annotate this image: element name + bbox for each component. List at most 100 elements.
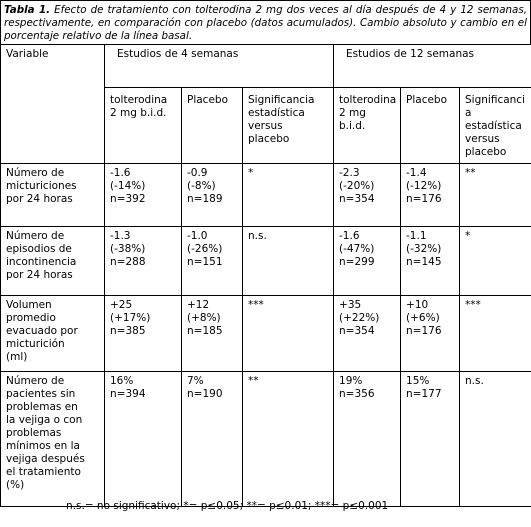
cell-line: promedio (6, 312, 56, 324)
caption-label: Tabla 1. (4, 4, 51, 16)
data-cell: ** (241, 371, 335, 507)
data-cell: +35 (+22%) n=354 (333, 295, 402, 372)
cell-line: la vejiga o con (6, 414, 83, 426)
cell-line: +12 (187, 299, 210, 311)
subheader-cell: Placebo (181, 87, 243, 164)
cell-line: (+6%) (406, 312, 440, 324)
cell-line: problemas (6, 427, 62, 439)
data-cell: -0.9 (-8%) n=189 (181, 163, 243, 227)
cell-line: (+17%) (110, 312, 151, 324)
cell-line: 2 mg b.i.d. (110, 107, 167, 119)
data-cell: -1.3 (-38%) n=288 (104, 226, 182, 296)
cell-line: n=356 (339, 388, 375, 400)
cell-line: placebo (465, 146, 507, 158)
cell-line: 16% (110, 375, 134, 387)
cell-line: (-8%) (187, 180, 216, 192)
header-cell: Estudios de 12 semanas (333, 44, 531, 88)
cell-line: n=288 (110, 256, 146, 268)
cell-line: (-47%) (339, 243, 375, 255)
cell-line: -1.6 (110, 167, 131, 179)
cell-line: Significanci (465, 94, 526, 106)
cell-line: (-32%) (406, 243, 442, 255)
cell-line: ** (465, 167, 476, 179)
cell-line: *** (465, 299, 481, 311)
header-cell: Variable (0, 44, 105, 164)
row-label: Número de micturiciones por 24 horas (0, 163, 105, 227)
data-cell: -1.6 (-47%) n=299 (333, 226, 402, 296)
data-cell: +12 (+8%) n=185 (181, 295, 243, 372)
cell-line: micturición (6, 338, 65, 350)
cell-line: (+8%) (187, 312, 221, 324)
data-cell: 16% n=394 (104, 371, 182, 507)
cell-line: a (465, 107, 472, 119)
cell-line: n=145 (406, 256, 442, 268)
cell-line: (-20%) (339, 180, 375, 192)
cell-line: n.s. (465, 375, 484, 387)
cell-line: 19% (339, 375, 363, 387)
row-label: Número de pacientes sin problemas en la vej… (0, 371, 105, 507)
data-cell: -1.1 (-32%) n=145 (400, 226, 461, 296)
cell-line: estadística (465, 120, 522, 132)
data-row: Número de episodios de incontinencia por 24… (0, 226, 531, 296)
cell-line: -0.9 (187, 167, 208, 179)
cell-line: (-14%) (110, 180, 146, 192)
cell-line: n=385 (110, 325, 146, 337)
data-cell: +10 (+6%) n=176 (400, 295, 461, 372)
cell-line: (-38%) (110, 243, 146, 255)
cell-line: -1.3 (110, 230, 131, 242)
row-label: Volumen promedio evacuado por micturición (m… (0, 295, 105, 372)
data-cell: 7% n=190 (181, 371, 243, 507)
cell-line: pacientes sin (6, 388, 76, 400)
cell-line: *** (248, 299, 264, 311)
data-cell: *** (241, 295, 335, 372)
header-row: Variable Estudios de 4 semanas Estudios de… (0, 44, 531, 164)
cell-line: el tratamiento (6, 466, 81, 478)
cell-line: b.i.d. (339, 120, 366, 132)
cell-line: Número de (6, 375, 65, 387)
cell-line: n=151 (187, 256, 223, 268)
cell-line: micturiciones (6, 180, 77, 192)
row-label: Número de episodios de incontinencia por 24… (0, 226, 105, 296)
cell-line: (ml) (6, 351, 28, 363)
results-table: Variable Estudios de 4 semanas Estudios de… (0, 44, 531, 507)
cell-line: versus (465, 133, 500, 145)
cell-line: -1.6 (339, 230, 360, 242)
cell-line: +10 (406, 299, 429, 311)
cell-line: n=354 (339, 193, 375, 205)
cell-line: ** (248, 375, 259, 387)
data-cell: n.s. (459, 371, 531, 507)
subheader-cell: Placebo (400, 87, 461, 164)
cell-line: mínimos en la (6, 440, 80, 452)
caption: Tabla 1. Efecto de tratamiento con tolte… (0, 0, 531, 44)
cell-line: -1.1 (406, 230, 427, 242)
data-row: Número de micturiciones por 24 horas -1.6 (-… (0, 163, 531, 227)
cell-line: Número de (6, 167, 65, 179)
cell-line: -1.0 (187, 230, 208, 242)
data-cell: *** (459, 295, 531, 372)
cell-line: Placebo (406, 94, 448, 106)
cell-line: n=185 (187, 325, 223, 337)
header-cell: Estudios de 4 semanas (103, 44, 335, 88)
data-cell: -1.4 (-12%) n=176 (400, 163, 461, 227)
data-cell: 15% n=177 (400, 371, 461, 507)
cell-line: n=189 (187, 193, 223, 205)
subheader-cell: tolterodina 2 mg b.i.d. (333, 87, 402, 164)
cell-line: n=190 (187, 388, 223, 400)
cell-line: n.s. (248, 230, 267, 242)
caption-text: Efecto de tratamiento con tolterodina 2 … (4, 4, 527, 42)
cell-line: (-12%) (406, 180, 442, 192)
data-cell: +25 (+17%) n=385 (104, 295, 182, 372)
cell-line: 15% (406, 375, 430, 387)
cell-line: evacuado por (6, 325, 78, 337)
data-cell: ** (459, 163, 531, 227)
cell-line: vejiga después (6, 453, 85, 465)
data-cell: -2.3 (-20%) n=354 (333, 163, 402, 227)
cell-line: n=176 (406, 325, 442, 337)
cell-line: incontinencia (6, 256, 77, 268)
cell-line: n=177 (406, 388, 442, 400)
cell-line: -1.4 (406, 167, 427, 179)
subheader-cell: tolterodina 2 mg b.i.d. (104, 87, 182, 164)
cell-line: 7% (187, 375, 204, 387)
cell-line: (-26%) (187, 243, 223, 255)
